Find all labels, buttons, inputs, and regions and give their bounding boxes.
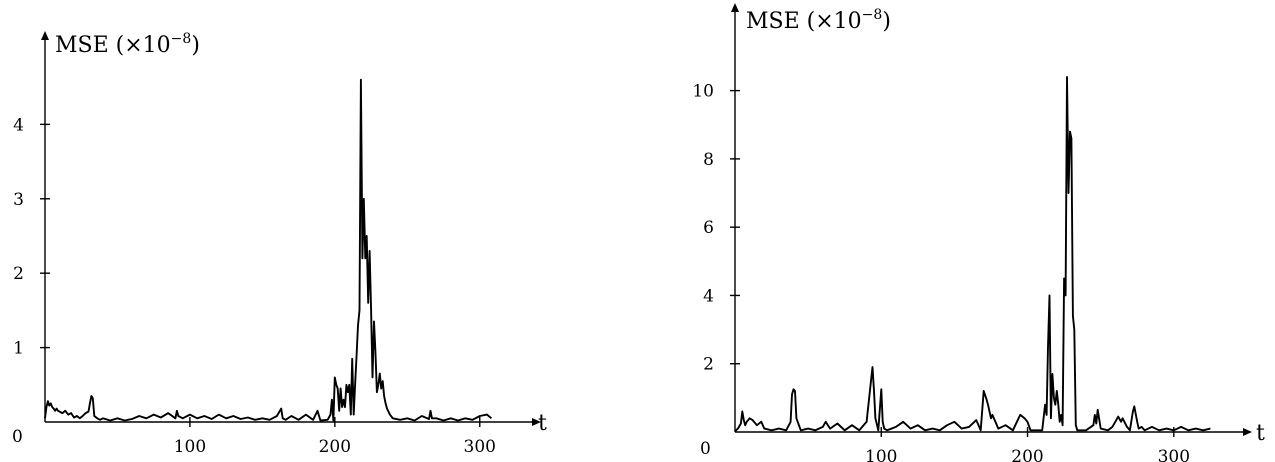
left-mse-chart: 100 200 300 1 2 3 4 0 t MSE (×10−8) [12, 31, 547, 457]
y-tick-label: 4 [703, 286, 714, 306]
x-axis-title: t [538, 411, 547, 436]
mse-series-line [44, 78, 493, 422]
y-axis-arrowhead [731, 3, 739, 12]
y-tick-label: 6 [703, 218, 714, 238]
x-axis-title: t [1256, 421, 1265, 446]
x-tick-label: 100 [865, 447, 897, 462]
x-tick-label: 200 [1011, 447, 1043, 462]
x-tick-label: 300 [1158, 447, 1190, 462]
y-tick-label: 1 [13, 339, 24, 359]
y-tick-label: 3 [13, 190, 24, 210]
x-tick-label: 200 [319, 437, 351, 457]
y-tick-label: 4 [13, 115, 24, 135]
y-axis-arrowhead [41, 31, 49, 40]
y-tick-label: 10 [692, 82, 714, 102]
x-tick-label: 300 [464, 437, 496, 457]
x-axis-arrowhead [532, 418, 541, 426]
mse-series-line [734, 76, 1211, 432]
x-tick-label: 100 [174, 437, 206, 457]
y-tick-label: 8 [703, 150, 714, 170]
y-tick-label: 2 [13, 264, 24, 284]
origin-label: 0 [12, 427, 23, 447]
y-axis-title: MSE (×10−8) [55, 31, 200, 58]
y-axis-title: MSE (×10−8) [746, 7, 891, 34]
y-tick-label: 2 [703, 355, 714, 375]
x-axis-arrowhead [1243, 428, 1252, 436]
origin-label: 0 [700, 439, 711, 459]
